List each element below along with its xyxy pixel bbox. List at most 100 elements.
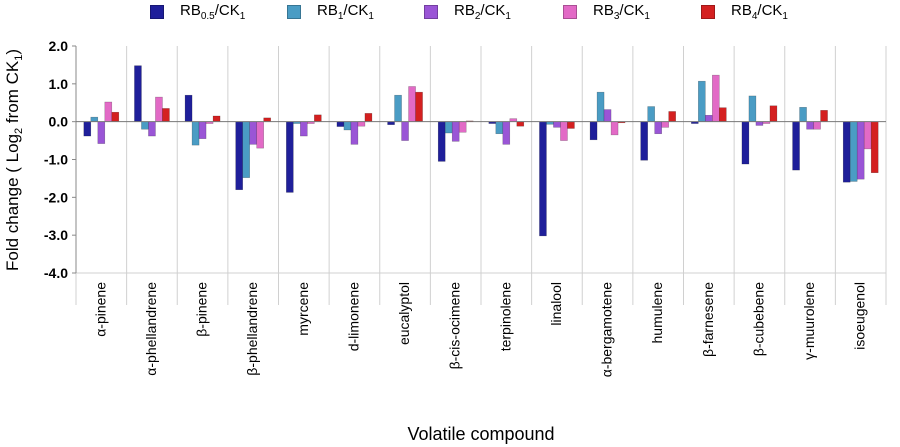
legend-label: RB2/CK1 (454, 2, 511, 22)
bar (90, 116, 99, 122)
y-tick-label: -2.0 (44, 189, 68, 205)
bar (458, 121, 467, 133)
bar (350, 121, 359, 145)
bar (769, 105, 778, 122)
y-tick-label: -1.0 (44, 152, 68, 168)
bar (444, 121, 453, 134)
bar (111, 111, 120, 122)
bar (849, 121, 858, 182)
bar (104, 101, 113, 122)
legend-item: RB3/CK1 (563, 2, 650, 22)
y-tick-label: 2.0 (49, 38, 69, 54)
bar (357, 121, 366, 127)
x-axis-label: Volatile compound (407, 424, 554, 444)
bar (589, 121, 598, 141)
legend-label: RB1/CK1 (317, 2, 374, 22)
y-tick-label: 0.0 (49, 114, 69, 130)
bar (212, 115, 221, 122)
y-tick-label: -4.0 (44, 265, 68, 281)
bar (719, 107, 727, 122)
bar (560, 121, 568, 141)
bar (394, 94, 402, 122)
bar (343, 121, 352, 131)
x-tick-label: eucalyptol (396, 282, 412, 345)
bar (712, 74, 720, 122)
legend-item: RB2/CK1 (424, 2, 511, 22)
bar (134, 65, 142, 122)
bar (654, 121, 662, 135)
bar (610, 121, 619, 136)
bar (698, 80, 706, 122)
legend-swatch (287, 5, 301, 19)
x-tick-label: terpinolene (497, 282, 513, 351)
bar (516, 121, 525, 127)
bar (539, 121, 547, 237)
legend-swatch (150, 5, 164, 19)
bar (286, 121, 294, 193)
x-tick-label: β-phellandrene (244, 282, 260, 376)
bar (155, 96, 163, 122)
bar (184, 94, 193, 122)
bar (813, 121, 821, 130)
bar (408, 86, 416, 122)
bar (596, 91, 605, 122)
x-tick-label: myrcene (295, 282, 311, 336)
y-tick-label: -3.0 (44, 227, 68, 243)
bar (856, 121, 865, 180)
bar (235, 121, 243, 191)
bar (502, 121, 511, 145)
legend-item: RB1/CK1 (287, 2, 374, 22)
bar (336, 121, 345, 127)
legend: RB0.5/CK1 RB1/CK1 RB2/CK1 RB3/CK1 RB4/CK1 (150, 2, 880, 24)
bar (567, 121, 575, 129)
bar (148, 121, 156, 137)
x-tick-label: α-pinene (92, 282, 108, 337)
bar (748, 95, 757, 122)
bars (83, 65, 879, 237)
bar (863, 121, 872, 150)
x-tick-label: α-bergamotene (599, 282, 615, 377)
bar (451, 121, 460, 142)
bar (97, 121, 106, 144)
legend-item: RB4/CK1 (701, 2, 788, 22)
bar (705, 114, 713, 122)
bar (256, 121, 264, 149)
y-axis-label: Fold change ( Log2 from CK1) (3, 49, 25, 271)
bar (668, 111, 676, 122)
legend-swatch (563, 5, 577, 19)
bar (553, 121, 561, 128)
bar (314, 114, 322, 122)
bar (661, 121, 669, 128)
bar (741, 121, 750, 165)
bar (842, 121, 851, 183)
bar (242, 121, 250, 178)
bar (415, 91, 423, 122)
x-tick-label: β-pinene (194, 282, 210, 337)
legend-swatch (701, 5, 715, 19)
x-tick-label: d-limonene (345, 282, 361, 351)
legend-swatch (424, 5, 438, 19)
bar (806, 121, 814, 130)
bar (870, 121, 879, 173)
legend-label: RB3/CK1 (593, 2, 650, 22)
x-tick-label: isoeugenol (852, 282, 868, 350)
bar (364, 113, 373, 122)
x-tick-label: β-farnesene (700, 282, 716, 357)
bar (162, 108, 170, 122)
x-tick-label: β-cubebene (750, 282, 766, 356)
bar (263, 117, 271, 122)
bar (198, 121, 207, 139)
x-tick-label: linalool (548, 282, 564, 326)
bar (603, 109, 612, 122)
bar (755, 121, 764, 126)
bar (647, 106, 655, 122)
axes: 2.0 1.0 0.0 -1.0 -2.0 -3.0 -4.0 α-pinene α-phell… (44, 38, 886, 377)
bar (820, 110, 828, 122)
x-tick-label: humulene (649, 282, 665, 344)
bar (792, 121, 800, 171)
bar (401, 121, 409, 141)
legend-label: RB0.5/CK1 (180, 2, 246, 22)
bar (141, 121, 149, 130)
legend-label: RB4/CK1 (731, 2, 788, 22)
